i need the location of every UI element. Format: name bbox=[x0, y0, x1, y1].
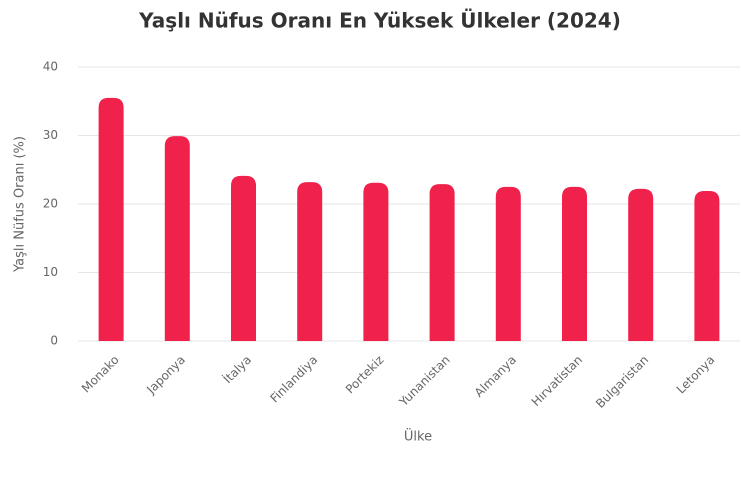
y-axis-title: Yaşlı Nüfus Oranı (%) bbox=[13, 136, 28, 273]
chart-title: Yaşlı Nüfus Oranı En Yüksek Ülkeler (202… bbox=[138, 9, 621, 33]
bar bbox=[628, 188, 654, 341]
x-tick-label: Hırvatistan bbox=[529, 353, 585, 409]
y-tick-label: 20 bbox=[43, 197, 58, 211]
bar bbox=[429, 184, 455, 341]
y-tick-label: 30 bbox=[43, 128, 58, 142]
x-tick-label: Letonya bbox=[674, 353, 718, 397]
y-tick-label: 10 bbox=[43, 265, 58, 279]
y-tick-label: 0 bbox=[50, 334, 58, 348]
bar bbox=[495, 186, 521, 341]
x-tick-label: Almanya bbox=[472, 353, 519, 400]
bar bbox=[231, 175, 256, 341]
x-tick-label: İtalya bbox=[220, 352, 254, 386]
bar bbox=[164, 136, 190, 341]
x-tick-label: Monako bbox=[79, 353, 122, 396]
y-tick-label: 40 bbox=[43, 60, 58, 74]
bar bbox=[98, 97, 124, 341]
x-tick-label: Finlandiya bbox=[267, 353, 320, 406]
x-tick-label: Japonya bbox=[143, 353, 187, 397]
bar bbox=[297, 182, 323, 341]
bar bbox=[363, 182, 389, 341]
bar bbox=[694, 190, 720, 341]
x-tick-label: Bulgaristan bbox=[593, 353, 651, 411]
x-tick-label: Portekiz bbox=[343, 353, 387, 397]
x-axis-title: Ülke bbox=[404, 428, 432, 445]
x-tick-label: Yunanistan bbox=[396, 353, 453, 410]
bar bbox=[562, 186, 587, 341]
